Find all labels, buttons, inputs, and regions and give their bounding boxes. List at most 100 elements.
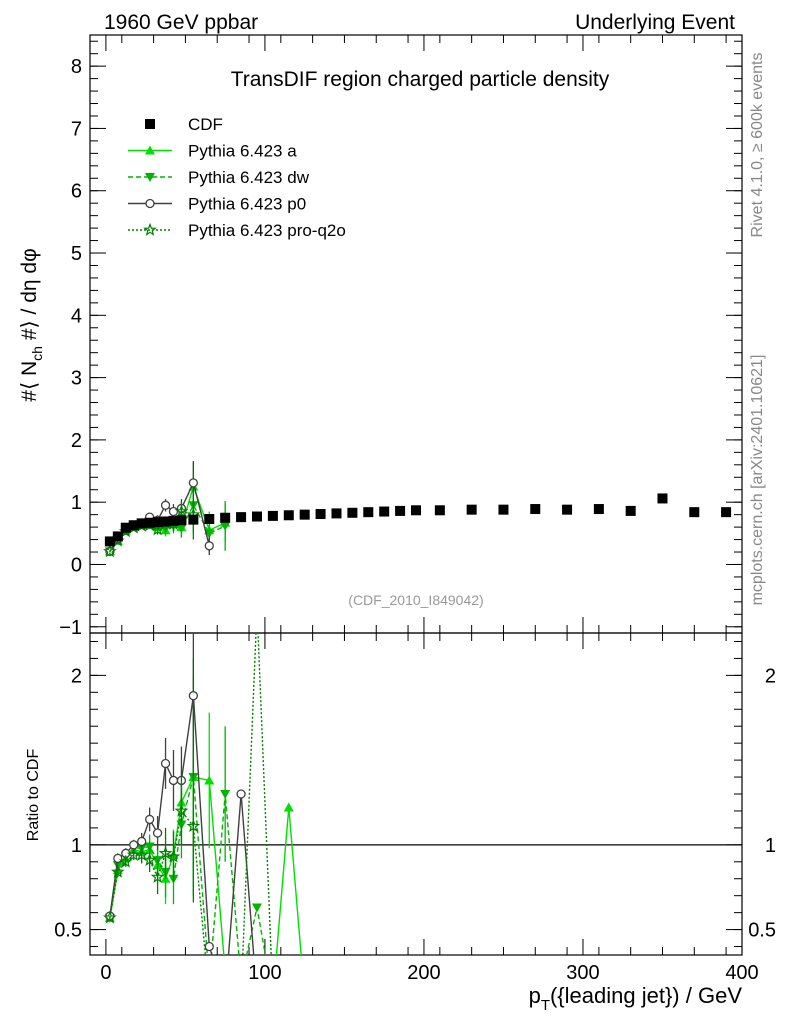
- main-data-point-cdf: [331, 508, 342, 519]
- analysis-watermark: (CDF_2010_I849042): [348, 592, 483, 608]
- ratio-ytick-label-right: 2: [765, 665, 776, 687]
- ratio-data-point-q2o: [166, 849, 181, 863]
- main-data-point-cdf: [168, 515, 179, 526]
- ratio-ytick-label-right: 1: [765, 835, 776, 857]
- legend-marker-cdf: [145, 119, 155, 129]
- ratio-ytick-label: 1: [71, 835, 82, 857]
- ratio-series-line-q2o: [109, 633, 272, 955]
- main-data-point-cdf: [160, 516, 171, 527]
- main-data-point-cdf: [379, 506, 390, 517]
- legend-marker-dw: [145, 173, 155, 182]
- main-data-point-cdf: [562, 504, 573, 515]
- ratio-data-point-p0: [160, 758, 171, 769]
- rivet-version-label: Rivet 4.1.0, ≥ 600k events: [749, 53, 766, 238]
- main-series-cdf: [104, 493, 732, 547]
- main-data-point-cdf: [204, 514, 215, 525]
- main-data-point-dw: [220, 521, 231, 531]
- ratio-data-point-dw: [236, 976, 246, 985]
- ratio-data-point-a: [220, 967, 230, 976]
- legend-label-p0: Pythia 6.423 p0: [188, 195, 306, 214]
- x-label-rest: ({leading jet}) / GeV: [550, 983, 742, 1008]
- main-data-point-cdf: [625, 505, 636, 516]
- ratio-data-point-q2o: [118, 854, 133, 868]
- ratio-data-point-q2o: [174, 803, 189, 817]
- main-axes: −1 0 1 2 3 4 5 6 7 8: [59, 34, 743, 639]
- legend-item-a: Pythia 6.423 a: [128, 142, 297, 161]
- main-data-point-q2o: [174, 504, 189, 518]
- main-data-point-cdf: [689, 507, 700, 518]
- ratio-data-point-q2o: [150, 869, 165, 883]
- y-label-part-1: #⟨ N: [18, 361, 41, 402]
- ratio-data-point-q2o: [134, 847, 149, 861]
- main-data-point-cdf: [395, 505, 406, 516]
- ratio-y-axis-label: Ratio to CDF: [25, 749, 42, 842]
- ratio-data-layer: [103, 633, 302, 1002]
- main-data-point-cdf: [176, 515, 187, 526]
- main-data-point-cdf: [251, 511, 262, 522]
- ratio-data-point-dw: [220, 790, 231, 799]
- main-data-point-cdf: [267, 510, 278, 521]
- legend-marker-a: [145, 145, 155, 155]
- header-right-label: Underlying Event: [575, 11, 735, 34]
- main-data-point-cdf: [347, 507, 358, 518]
- main-data-point-cdf: [128, 520, 139, 531]
- main-data-point-cdf: [136, 518, 147, 529]
- main-data-point-cdf: [593, 504, 604, 515]
- y-label-subscript: ch: [29, 346, 45, 361]
- main-data-point-cdf: [363, 507, 374, 518]
- main-panel: TransDIF region charged particle density…: [18, 34, 743, 639]
- ratio-data-point-p0: [188, 691, 199, 701]
- ratio-data-point-p0: [129, 840, 139, 850]
- main-data-point-dw: [176, 524, 187, 534]
- ratio-series-q2o: [103, 633, 278, 1002]
- main-ytick-label: 5: [71, 243, 82, 265]
- ratio-data-point-p0: [113, 853, 123, 864]
- ratio-data-point-p0: [253, 993, 261, 1001]
- legend-label-dw: Pythia 6.423 dw: [188, 168, 310, 187]
- ratio-data-point-p0: [152, 828, 163, 838]
- main-data-point-p0: [204, 541, 214, 551]
- legend-item-q2o: Pythia 6.423 pro-q2o: [128, 221, 346, 240]
- ratio-data-point-p0: [221, 993, 229, 1001]
- ratio-data-point-a: [236, 975, 246, 984]
- x-tick-label: 100: [248, 962, 281, 984]
- main-data-point-cdf: [530, 504, 541, 515]
- ratio-data-point-q2o: [158, 846, 173, 860]
- y-label-part-2: #⟩ / dη dφ: [18, 248, 41, 346]
- ratio-ytick-label: 2: [71, 665, 82, 687]
- legend-item-p0: Pythia 6.423 p0: [128, 195, 306, 214]
- legend-label-a: Pythia 6.423 a: [188, 142, 297, 161]
- ratio-data-point-p0: [204, 941, 214, 952]
- ratio-panel: 0.5 0.5 1 1 2 2 0 100 200 300 400 Ratio to CDF: [25, 632, 776, 1002]
- main-ytick-label: 0: [71, 554, 82, 576]
- main-data-point-dw: [204, 529, 215, 539]
- ratio-data-point-q2o: [220, 992, 230, 1002]
- main-ytick-label: 4: [71, 305, 82, 327]
- main-data-point-q2o: [103, 544, 117, 558]
- main-data-point-cdf: [466, 504, 477, 515]
- main-data-point-p0: [188, 478, 199, 488]
- main-data-point-cdf: [220, 512, 231, 523]
- legend-item-cdf: CDF: [145, 115, 223, 134]
- main-ytick-label: 1: [71, 492, 82, 514]
- ratio-ytick-label: 0.5: [54, 920, 82, 942]
- x-label-main: p: [529, 983, 541, 1008]
- main-data-point-cdf: [657, 493, 668, 504]
- main-data-point-cdf: [721, 507, 732, 518]
- ratio-data-point-p0: [137, 836, 147, 847]
- main-data-layer: [103, 461, 732, 558]
- ratio-data-point-q2o: [103, 910, 117, 924]
- main-ytick-label: 2: [71, 430, 82, 452]
- ratio-data-point-q2o: [186, 818, 201, 833]
- ratio-data-point-q2o: [268, 992, 278, 1002]
- main-data-point-cdf: [104, 536, 115, 547]
- ratio-axes: 0.5 0.5 1 1 2 2 0 100 200 300 400: [54, 632, 776, 984]
- ratio-ytick-label-right: 0.5: [748, 920, 776, 942]
- ratio-data-point-q2o: [110, 864, 125, 878]
- main-ytick-label: 7: [71, 118, 82, 140]
- main-data-point-cdf: [434, 505, 445, 516]
- x-tick-label: 0: [100, 962, 111, 984]
- ratio-data-point-q2o: [142, 852, 157, 866]
- main-data-point-cdf: [283, 510, 294, 521]
- header-left-label: 1960 GeV ppbar: [104, 11, 258, 34]
